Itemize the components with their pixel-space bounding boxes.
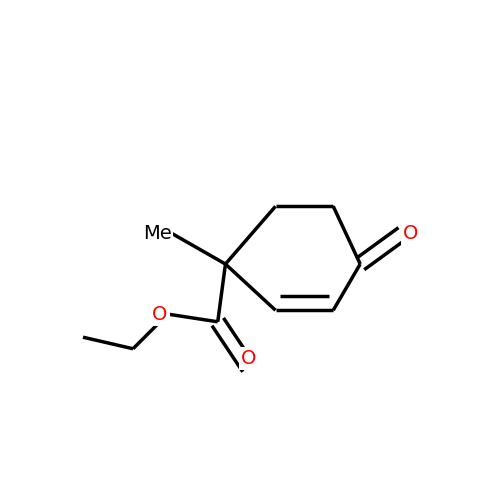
Text: O: O [241, 349, 256, 368]
Text: O: O [402, 224, 418, 243]
Text: Me: Me [143, 224, 172, 243]
Text: O: O [152, 304, 168, 324]
